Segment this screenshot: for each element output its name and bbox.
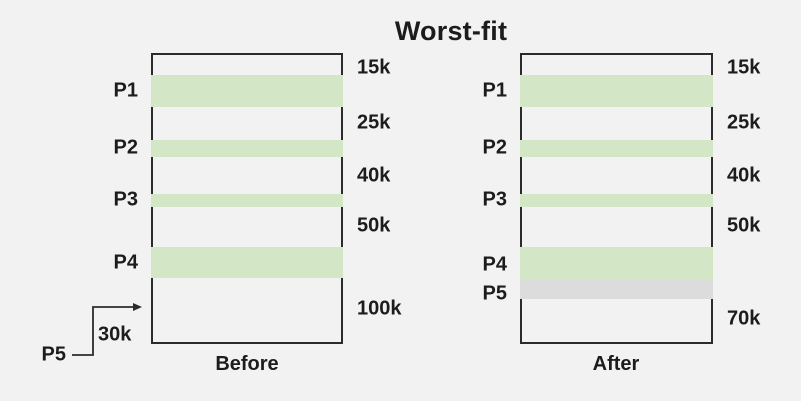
- after-p1-label: P1: [482, 79, 507, 102]
- before-hole-100k-label: 100k: [357, 297, 402, 320]
- before-hole-50k-label: 50k: [357, 214, 391, 237]
- before-caption: Before: [215, 353, 279, 375]
- after-hole-25k-label: 25k: [727, 111, 761, 134]
- after-hole-70k-label: 70k: [727, 307, 761, 330]
- before-p4-label: P4: [113, 251, 138, 274]
- after-p2-block: [520, 140, 713, 157]
- after-memory-box: [520, 53, 713, 344]
- after-hole-40k-label: 40k: [727, 164, 761, 187]
- after-hole-50k-label: 50k: [727, 214, 761, 237]
- before-hole-40k-label: 40k: [357, 164, 391, 187]
- before-p3-label: P3: [113, 188, 138, 211]
- after-p3-block: [520, 194, 713, 207]
- before-p2-block: [151, 140, 343, 157]
- before-p4-block: [151, 247, 343, 278]
- before-hole-15k-label: 15k: [357, 56, 391, 79]
- before-memory-box: [151, 53, 343, 344]
- after-caption: After: [592, 353, 640, 375]
- after-p1-block: [520, 75, 713, 107]
- incoming-size-label: 30k: [98, 323, 132, 346]
- before-hole-25k-label: 25k: [357, 111, 391, 134]
- after-p4-label: P4: [482, 253, 507, 276]
- after-p4-block: [520, 247, 713, 279]
- after-p5-block: [520, 279, 713, 299]
- before-p1-block: [151, 75, 343, 107]
- before-p1-label: P1: [113, 79, 138, 102]
- incoming-p5-label: P5: [41, 343, 66, 366]
- after-hole-15k-label: 15k: [727, 56, 761, 79]
- before-p3-block: [151, 194, 343, 207]
- after-p2-label: P2: [482, 136, 507, 159]
- before-p2-label: P2: [113, 136, 138, 159]
- incoming-arrow: [72, 303, 142, 356]
- after-p3-label: P3: [482, 188, 507, 211]
- after-p5-label: P5: [482, 282, 507, 305]
- diagram-title: Worst-fit: [394, 16, 508, 46]
